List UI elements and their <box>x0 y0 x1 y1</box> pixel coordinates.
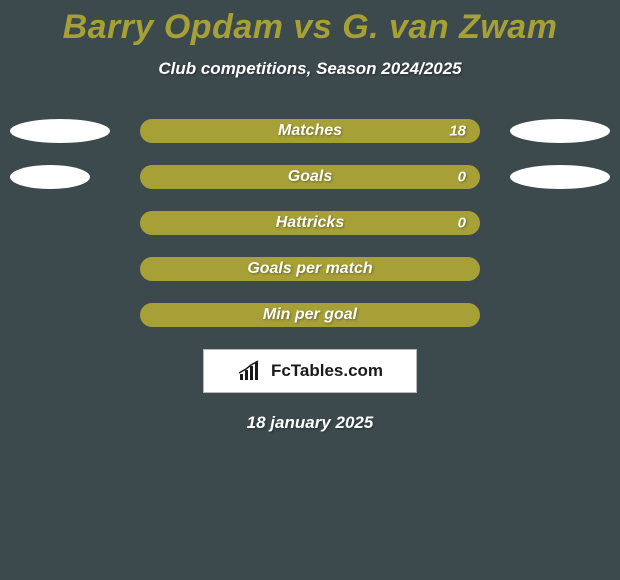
bar-value: 0 <box>458 215 466 232</box>
ellipse-left <box>10 119 110 143</box>
brand-box[interactable]: FcTables.com <box>203 349 417 393</box>
page-title: Barry Opdam vs G. van Zwam <box>63 8 558 47</box>
bar-label: Matches <box>278 122 342 140</box>
bar-center: Matches 18 <box>140 119 480 143</box>
ellipse-left <box>10 165 90 189</box>
bar-value: 18 <box>449 123 466 140</box>
bar-center: Min per goal <box>140 303 480 327</box>
bar-label: Goals per match <box>247 260 372 278</box>
bar-row: Goals per match <box>0 257 620 281</box>
bar-label: Hattricks <box>276 214 344 232</box>
bar-label: Goals <box>288 168 332 186</box>
bar-center: Goals per match <box>140 257 480 281</box>
bar-row: Min per goal <box>0 303 620 327</box>
bars-icon <box>237 360 265 382</box>
bar-center: Goals 0 <box>140 165 480 189</box>
brand-text: FcTables.com <box>271 361 383 381</box>
content-wrapper: Barry Opdam vs G. van Zwam Club competit… <box>0 0 620 580</box>
bar-value: 0 <box>458 169 466 186</box>
bar-center: Hattricks 0 <box>140 211 480 235</box>
ellipse-right <box>510 165 610 189</box>
bar-row: Hattricks 0 <box>0 211 620 235</box>
subtitle: Club competitions, Season 2024/2025 <box>158 59 461 79</box>
bars-area: Matches 18 Goals 0 Hattricks 0 Goals per match… <box>0 119 620 327</box>
bar-label: Min per goal <box>263 306 357 324</box>
date-line: 18 january 2025 <box>247 413 374 433</box>
bar-row: Goals 0 <box>0 165 620 189</box>
bar-row: Matches 18 <box>0 119 620 143</box>
ellipse-right <box>510 119 610 143</box>
